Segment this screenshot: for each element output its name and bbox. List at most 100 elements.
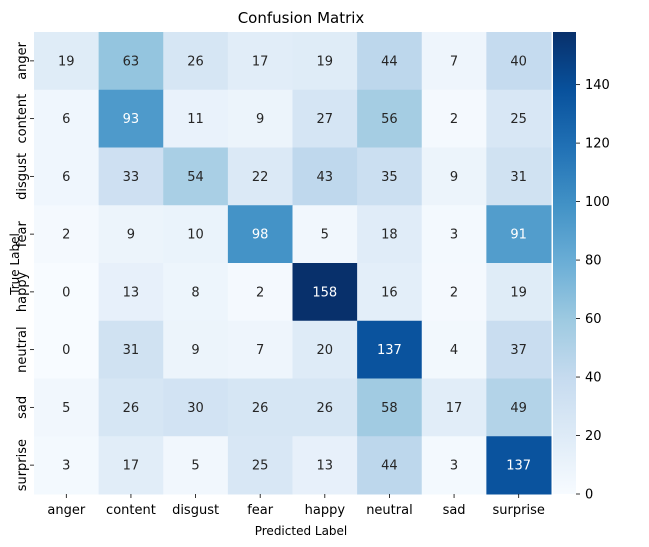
cell-value-label: 26 <box>252 401 269 416</box>
chart-title: Confusion Matrix <box>238 9 365 27</box>
cell-value-label: 49 <box>510 401 527 416</box>
heatmap-cell <box>292 205 358 264</box>
y-tick-label: anger <box>15 41 30 79</box>
heatmap-cell <box>227 320 293 379</box>
cell-value-label: 26 <box>187 54 204 69</box>
cell-value-label: 98 <box>252 228 269 243</box>
heatmap-cell <box>486 32 552 91</box>
cell-value-label: 13 <box>317 459 334 474</box>
x-tick-label: fear <box>247 503 274 518</box>
colorbar-tick-label: 40 <box>585 371 602 386</box>
heatmap-cell <box>163 32 229 91</box>
heatmap-cell <box>227 263 293 322</box>
heatmap-cell <box>357 32 423 91</box>
colorbar <box>553 32 576 494</box>
heatmap-cell <box>357 147 423 206</box>
cell-value-label: 2 <box>450 112 458 127</box>
heatmap-cell <box>34 205 100 264</box>
colorbar-tick-label: 120 <box>585 137 610 152</box>
x-tick-label: content <box>106 503 156 518</box>
heatmap-cell <box>163 320 229 379</box>
cell-value-label: 2 <box>62 228 70 243</box>
cell-value-label: 33 <box>123 170 140 185</box>
heatmap-cell <box>227 436 293 495</box>
cell-value-label: 4 <box>450 343 458 358</box>
heatmap-cell <box>421 89 487 148</box>
cell-value-label: 0 <box>62 285 70 300</box>
x-tick-label: sad <box>443 503 466 518</box>
heatmap-cell <box>486 205 552 264</box>
heatmap-cell <box>163 378 229 437</box>
colorbar-tick-label: 0 <box>585 488 593 503</box>
colorbar-tick-label: 60 <box>585 312 602 327</box>
cell-value-label: 63 <box>123 54 140 69</box>
heatmap-cell <box>357 263 423 322</box>
cell-value-label: 2 <box>256 285 264 300</box>
heatmap-cell <box>486 89 552 148</box>
heatmap-cell <box>357 320 423 379</box>
cell-value-label: 3 <box>450 459 458 474</box>
cell-value-label: 5 <box>62 401 70 416</box>
x-tick-label: anger <box>47 503 85 518</box>
heatmap-cell <box>34 32 100 91</box>
cell-value-label: 93 <box>123 112 140 127</box>
heatmap-cell <box>292 263 358 322</box>
y-tick-label: surprise <box>15 439 30 491</box>
cell-value-label: 16 <box>381 285 398 300</box>
colorbar-ticks: 0 20 40 60 80 100 120 140 <box>576 78 610 503</box>
cell-value-label: 7 <box>256 343 264 358</box>
cell-value-label: 7 <box>450 54 458 69</box>
x-axis: anger content disgust fear happy neutral sad su… <box>47 494 545 518</box>
cell-value-label: 137 <box>506 459 531 474</box>
cell-value-label: 9 <box>127 228 135 243</box>
heatmap-cell <box>486 436 552 495</box>
cell-value-label: 18 <box>381 228 398 243</box>
cell-value-label: 6 <box>62 112 70 127</box>
cell-value-label: 3 <box>450 228 458 243</box>
heatmap-cell <box>421 263 487 322</box>
cell-value-label: 5 <box>191 459 199 474</box>
cell-value-label: 30 <box>187 401 204 416</box>
cell-value-label: 31 <box>510 170 527 185</box>
cell-value-label: 43 <box>317 170 334 185</box>
cell-value-label: 58 <box>381 401 398 416</box>
colorbar-tick-label: 80 <box>585 254 602 269</box>
heatmap-cell <box>34 147 100 206</box>
heatmap-cell <box>421 378 487 437</box>
cell-value-label: 3 <box>62 459 70 474</box>
cell-value-label: 11 <box>187 112 204 127</box>
heatmap-cell <box>227 378 293 437</box>
cell-value-label: 26 <box>317 401 334 416</box>
heatmap-cell <box>98 378 164 437</box>
x-tick-label: surprise <box>493 503 545 518</box>
heatmap-cell <box>357 436 423 495</box>
cell-value-label: 40 <box>510 54 527 69</box>
cell-value-label: 13 <box>123 285 140 300</box>
cell-value-label: 54 <box>187 170 204 185</box>
heatmap-cell <box>292 320 358 379</box>
heatmap-cell <box>34 436 100 495</box>
colorbar-tick-label: 140 <box>585 78 610 93</box>
heatmap-cell <box>292 147 358 206</box>
colorbar-tick-label: 100 <box>585 195 610 210</box>
colorbar-tick-label: 20 <box>585 429 602 444</box>
heatmap-cells <box>34 32 552 495</box>
heatmap-cell <box>227 89 293 148</box>
heatmap-cell-labels: 19 63 26 17 19 44 7 406 93 11 9 27 56 2 256 33 54 22 43 35 9… <box>58 54 531 473</box>
y-tick-label: neutral <box>15 326 30 373</box>
heatmap-cell <box>357 378 423 437</box>
cell-value-label: 17 <box>123 459 140 474</box>
cell-value-label: 19 <box>58 54 75 69</box>
heatmap-cell <box>163 205 229 264</box>
cell-value-label: 0 <box>62 343 70 358</box>
heatmap-cell <box>34 378 100 437</box>
x-axis-label: Predicted Label <box>255 524 348 538</box>
heatmap-cell <box>421 436 487 495</box>
y-tick-label: sad <box>15 396 30 419</box>
x-tick-label: disgust <box>172 503 219 518</box>
cell-value-label: 2 <box>450 285 458 300</box>
cell-value-label: 8 <box>191 285 199 300</box>
cell-value-label: 20 <box>317 343 334 358</box>
cell-value-label: 6 <box>62 170 70 185</box>
cell-value-label: 25 <box>252 459 269 474</box>
